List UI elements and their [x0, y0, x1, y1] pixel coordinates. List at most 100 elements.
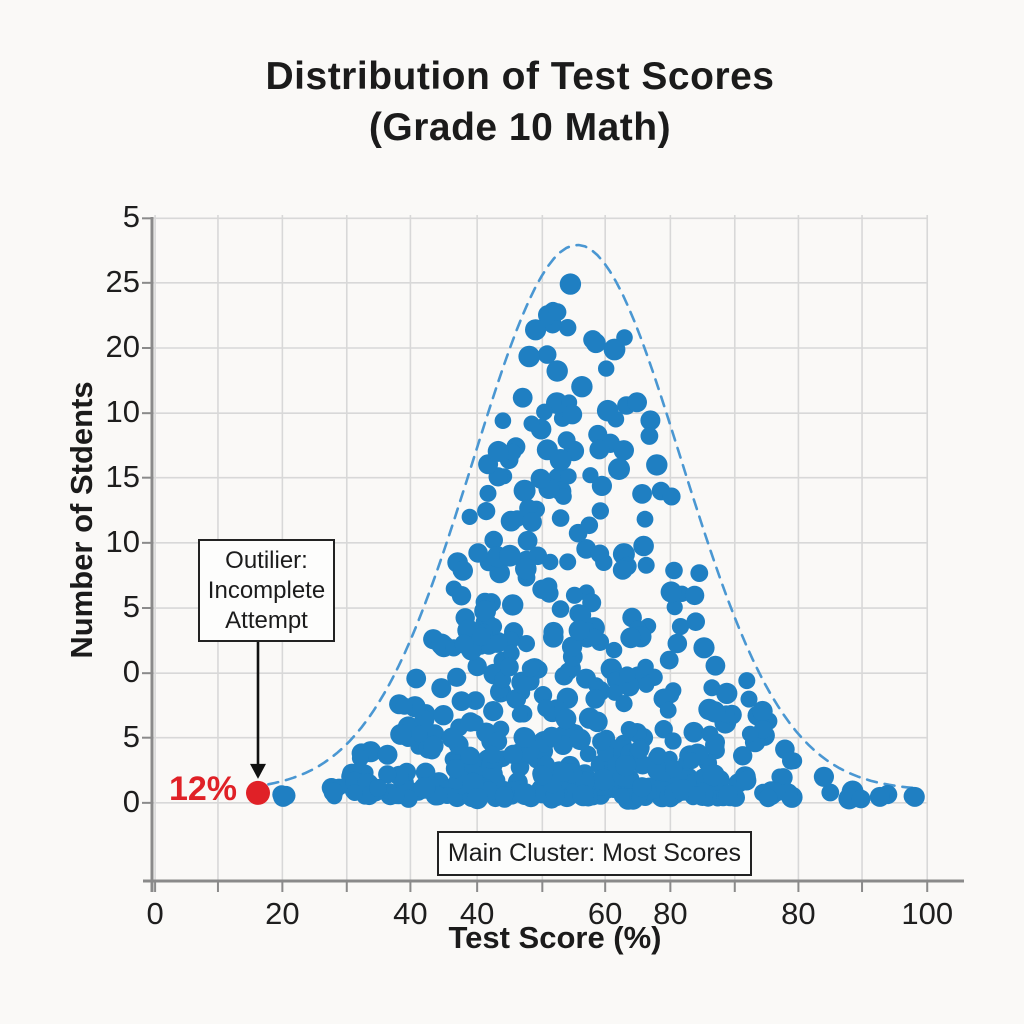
scatter-dot [592, 732, 611, 751]
scatter-dot [390, 723, 412, 745]
scatter-dot [532, 765, 553, 786]
scatter-dot [665, 561, 683, 580]
scatter-dot [460, 712, 481, 732]
scatter-dot [511, 706, 528, 723]
scatter-dot [479, 484, 497, 502]
scatter-dot [467, 656, 487, 677]
scatter-dot [752, 700, 773, 722]
scatter-dot [514, 783, 536, 806]
bell-envelope-curve [267, 243, 922, 790]
scatter-dot [273, 786, 294, 807]
scatter-dot [703, 701, 726, 723]
scatter-dot [851, 789, 871, 809]
scatter-dot [659, 650, 679, 670]
scatter-dot [557, 431, 576, 450]
scatter-dot [671, 618, 690, 636]
scatter-dot [559, 553, 577, 571]
scatter-dot [571, 376, 593, 398]
scatter-dot [543, 627, 564, 648]
scatter-dot [640, 427, 659, 445]
scatter-dot [377, 744, 398, 765]
scatter-dot [466, 691, 485, 710]
scatter-dot [560, 468, 577, 485]
scatter-dot [660, 581, 682, 603]
scatter-dot [523, 415, 540, 432]
scatter-dot [738, 672, 756, 690]
scatter-dot [646, 454, 668, 476]
scatter-dot [758, 788, 778, 808]
scatter-dot [667, 633, 688, 654]
scatter-dot [351, 749, 369, 767]
scatter-dot [589, 439, 610, 460]
scatter-dot [585, 333, 606, 354]
scatter-dot [551, 600, 570, 618]
scatter-dot [638, 676, 655, 693]
scatter-dot [369, 778, 387, 797]
scatter-dot [591, 502, 609, 520]
scatter-dot [413, 777, 436, 799]
scatter-dot [684, 585, 705, 606]
scatter-dot [813, 766, 835, 787]
scatter-dot [586, 628, 603, 646]
scatter-dot [904, 786, 925, 807]
scatter-dot [503, 744, 523, 765]
scatter-dot [821, 783, 840, 802]
outlier-annotation-line1: Outilier: [225, 546, 308, 574]
x-tick-label: 40 [459, 896, 495, 931]
outlier-dot [246, 780, 271, 805]
y-tick-label: 15 [105, 458, 140, 494]
scatter-dot [782, 751, 800, 770]
scatter-dot [512, 675, 532, 695]
scatter-dot [536, 403, 553, 421]
scatter-dot [741, 725, 759, 743]
scatter-dot [705, 655, 726, 676]
scatter-dot [395, 697, 413, 715]
scatter-dot [346, 784, 364, 801]
scatter-dot [515, 557, 537, 580]
scatter-dot [649, 747, 667, 765]
scatter-dot [525, 319, 547, 341]
scatter-dot [551, 509, 570, 527]
scatter-dot [530, 468, 551, 489]
scatter-dot [664, 732, 682, 750]
scatter-dot [579, 745, 597, 763]
scatter-dot [433, 705, 454, 726]
scatter-dot [608, 458, 630, 480]
scatter-dot [494, 786, 514, 805]
scatter-dot [637, 556, 655, 574]
scatter-dot [466, 788, 489, 810]
scatter-dot [753, 720, 773, 739]
x-tick-label: 40 [393, 896, 428, 931]
scatter-dot [323, 782, 344, 802]
scatter-dot [683, 721, 705, 743]
scatter-dot [499, 657, 519, 677]
scatter-dot [441, 727, 463, 749]
scatter-dot [517, 530, 538, 551]
scatter-dot [683, 752, 701, 770]
scatter-dot [537, 345, 557, 364]
scatter-dot [598, 360, 615, 377]
scatter-dot [548, 303, 567, 321]
outlier-value-label: 12% [168, 770, 238, 808]
outlier-annotation-line3: Attempt [225, 606, 308, 634]
scatter-dot [686, 612, 705, 631]
scatter-dot [619, 666, 636, 683]
scatter-dot [632, 484, 652, 504]
scatter-dot [553, 762, 574, 782]
chart-title-line1: Distribution of Test Scores [265, 55, 775, 98]
scatter-dot [447, 667, 467, 687]
scatter-dot [586, 711, 606, 731]
outlier-annotation-box: Outilier: Incomplete Attempt [198, 539, 335, 642]
scatter-dot [460, 746, 479, 765]
scatter-dot [568, 620, 590, 641]
scatter-dot [542, 553, 559, 571]
scatter-dot [515, 727, 536, 748]
scatter-dot [487, 440, 509, 462]
y-tick-label: 10 [105, 394, 140, 430]
y-tick-label: 20 [105, 329, 140, 364]
scatter-dot [733, 746, 753, 766]
scatter-dot [512, 387, 533, 408]
scatter-dot [654, 720, 673, 739]
x-axis-label: Test Score (%) [448, 920, 662, 955]
scatter-dot [483, 745, 501, 764]
